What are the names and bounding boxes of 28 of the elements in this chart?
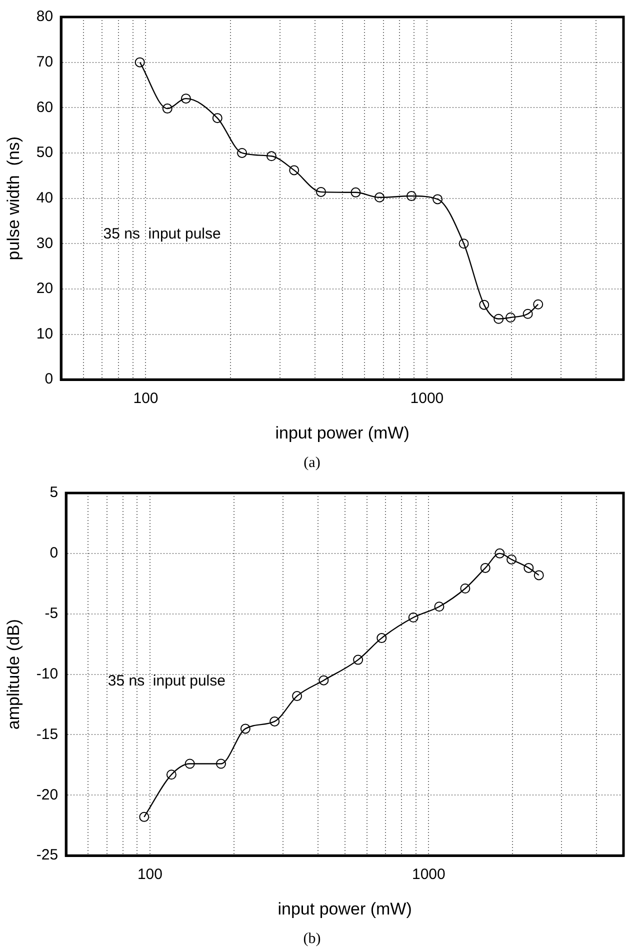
y-tick-label: 0 (50, 544, 58, 562)
y-axis-title: pulse width (ns) (4, 136, 23, 260)
y-tick-label: 20 (36, 280, 54, 298)
y-tick-label: -5 (44, 605, 58, 622)
y-tick-label: 50 (36, 144, 54, 162)
x-axis-title: input power (mW) (275, 423, 410, 442)
x-axis-title: input power (mW) (278, 899, 412, 918)
y-tick-label: 0 (44, 370, 54, 388)
y-tick-label: 30 (36, 234, 54, 252)
y-tick-label: 80 (36, 8, 54, 26)
text: (b) (303, 930, 321, 947)
y-tick-label: 40 (36, 189, 54, 206)
y-tick-label: -10 (36, 665, 58, 682)
y-tick-label: -15 (36, 726, 58, 743)
y-tick-label: 10 (36, 325, 54, 342)
x-tick-label: 1000 (410, 390, 444, 408)
y-tick-label: -20 (36, 786, 58, 804)
annotation: 35 ns input pulse (108, 672, 226, 690)
y-tick-label: 5 (50, 484, 58, 502)
x-tick-label: 1000 (412, 866, 446, 884)
y-tick-label: 60 (36, 98, 54, 116)
annotation: 35 ns input pulse (103, 226, 221, 243)
y-axis-title: amplitude (dB) (4, 619, 23, 730)
y-tick-label: 70 (36, 53, 54, 70)
text: (a) (304, 454, 320, 471)
y-tick-label: -25 (36, 846, 58, 864)
x-tick-label: 100 (137, 866, 162, 884)
x-tick-label: 100 (133, 390, 158, 408)
